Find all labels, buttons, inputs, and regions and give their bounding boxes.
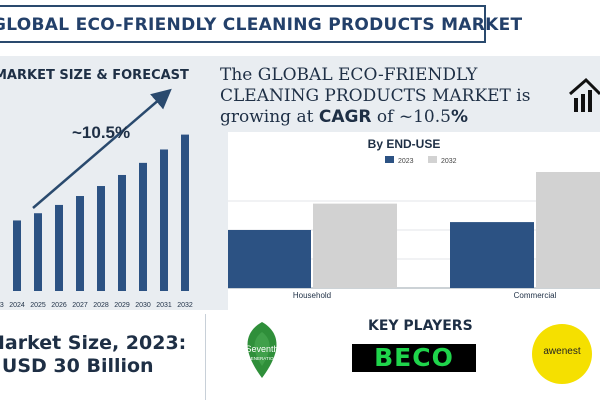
cagr-statement: The GLOBAL ECO-FRIENDLY CLEANING PRODUCT… — [220, 65, 565, 128]
forecast-bar-2032 — [181, 134, 189, 291]
end-use-bar-household-2023 — [227, 230, 311, 288]
end-use-bar-commercial-2023 — [450, 222, 534, 288]
end-use-bar-commercial-2032 — [536, 172, 600, 288]
forecast-tick-2028: 2028 — [93, 302, 109, 309]
forecast-tick-2024: 2024 — [9, 302, 25, 309]
legend-label-2023: 2023 — [398, 158, 414, 165]
beco-logo-text: BECO — [374, 343, 454, 372]
forecast-bar-2027 — [76, 196, 84, 291]
seventh-generation-logo: Seventh GENERATION — [245, 322, 279, 378]
legend-swatch-2032 — [428, 156, 437, 163]
forecast-bar-chart: 2023 2024 2025 2026 2027 2028 2029 2030 2031 2032… — [0, 88, 193, 309]
forecast-tick-2032: 2032 — [177, 302, 193, 309]
cagr-middle: of ~10.5 — [371, 107, 451, 127]
forecast-bar-2026 — [55, 204, 63, 291]
forecast-tick-2025: 2025 — [30, 302, 46, 309]
forecast-bar-2024 — [13, 220, 21, 291]
forecast-tick-2027: 2027 — [72, 302, 88, 309]
awenest-logo: awenest — [532, 324, 592, 384]
market-size-line1: Market Size, 2023: — [0, 332, 187, 354]
footer-divider — [205, 314, 206, 400]
forecast-tick-2031: 2031 — [156, 302, 172, 309]
cagr-annotation: ~10.5% — [72, 123, 130, 142]
key-players-title: KEY PLAYERS — [368, 318, 473, 334]
forecast-heading: MARKET SIZE & FORECAST — [0, 68, 189, 83]
market-size-line2: ~USD 30 Billion — [0, 355, 154, 377]
end-use-category-household: Household — [293, 291, 331, 300]
awenest-logo-text: awenest — [543, 346, 581, 357]
cagr-word: CAGR — [318, 107, 372, 127]
end-use-category-commercial: Commercial — [514, 291, 557, 300]
forecast-tick-2029: 2029 — [114, 302, 130, 309]
cagr-prefix: The GLOBAL ECO-FRIENDLY CLEANING PRODUCT… — [220, 65, 531, 127]
market-size-summary: Market Size, 2023: ~USD 30 Billion — [0, 332, 186, 378]
end-use-chart-card: By END-USE 2023 2032 Household Commercial — [227, 132, 600, 310]
house-chart-icon — [569, 77, 600, 112]
forecast-tick-2023: 2023 — [0, 302, 4, 309]
beco-logo: BECO — [352, 344, 476, 372]
end-use-title: By END-USE — [368, 137, 441, 151]
cagr-percent: % — [450, 107, 469, 127]
forecast-bar-2025 — [34, 213, 42, 291]
forecast-bar-2028 — [97, 186, 105, 291]
forecast-tick-2026: 2026 — [51, 302, 67, 309]
forecast-bar-2029 — [118, 174, 126, 291]
forecast-bar-2030 — [139, 162, 147, 291]
legend-swatch-2023 — [385, 156, 394, 163]
growth-arrow — [32, 88, 172, 209]
end-use-bar-chart: By END-USE 2023 2032 Household Commercial — [227, 137, 600, 300]
title-banner: GLOBAL ECO-FRIENDLY CLEANING PRODUCTS MA… — [0, 5, 522, 43]
end-use-bar-household-2032 — [313, 203, 397, 288]
forecast-tick-2030: 2030 — [135, 302, 151, 309]
seventh-logo-word: Seventh — [245, 344, 278, 354]
legend-label-2032: 2032 — [441, 158, 457, 165]
page-title: GLOBAL ECO-FRIENDLY CLEANING PRODUCTS MA… — [0, 15, 523, 35]
forecast-bar-2031 — [160, 149, 168, 291]
seventh-logo-subword: GENERATION — [247, 356, 276, 361]
